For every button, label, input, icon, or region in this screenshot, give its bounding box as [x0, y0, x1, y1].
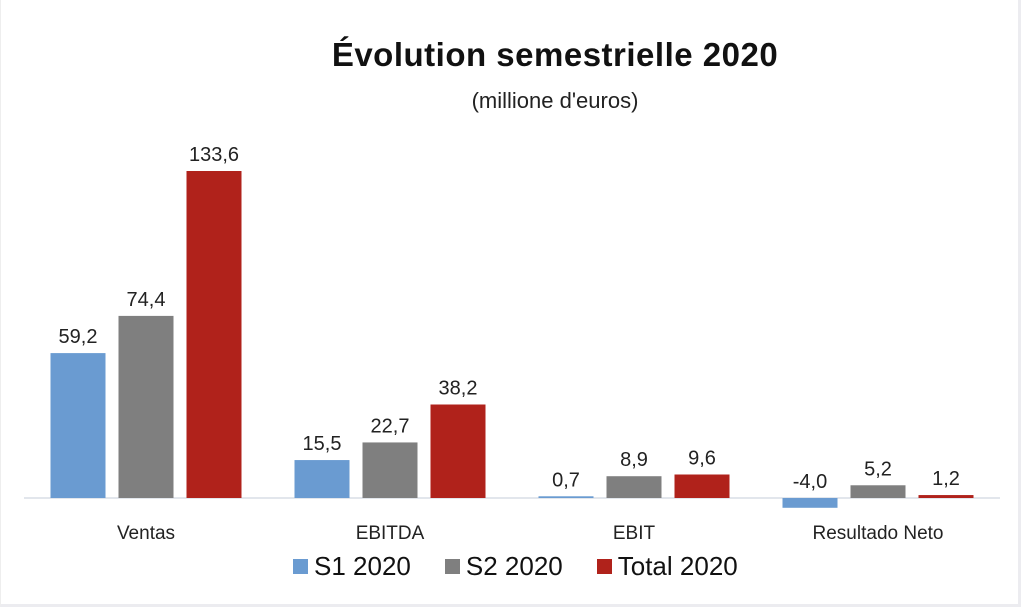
legend: S1 2020 S2 2020 Total 2020: [293, 551, 772, 582]
data-label: 133,6: [189, 144, 239, 166]
data-label: 9,6: [688, 448, 716, 470]
data-label: 0,7: [552, 469, 580, 491]
chart-title: Évolution semestrielle 2020: [331, 36, 779, 73]
bar-ebitda-total-2020: [430, 404, 486, 498]
bar-resultado-neto-s2-2020: [850, 485, 906, 498]
data-label: 59,2: [59, 326, 98, 348]
chart-subtitle: (millione d'euros): [471, 88, 639, 113]
bar-resultado-neto-s1-2020: [782, 498, 838, 508]
category-label: EBIT: [613, 523, 656, 544]
legend-label-s1: S1 2020: [314, 551, 411, 581]
legend-item-s1: S1 2020: [293, 551, 411, 582]
legend-swatch-s2: [444, 559, 460, 574]
data-label: 1,2: [932, 468, 960, 490]
data-label: -4,0: [793, 471, 827, 493]
bar-ebit-s2-2020: [606, 476, 662, 498]
bar-ebitda-s2-2020: [362, 442, 418, 498]
data-label: 38,2: [439, 378, 478, 400]
data-label: 15,5: [303, 433, 342, 455]
bar-ebit-total-2020: [674, 474, 730, 498]
legend-label-total: Total 2020: [617, 551, 738, 581]
data-label: 8,9: [620, 449, 648, 471]
data-label: 74,4: [127, 289, 166, 311]
bar-ebitda-s1-2020: [294, 460, 350, 498]
bar-ebit-s1-2020: [538, 496, 594, 498]
bar-resultado-neto-total-2020: [918, 495, 974, 498]
category-label: Ventas: [117, 523, 175, 544]
bar-ventas-s1-2020: [50, 353, 106, 498]
legend-swatch-s1: [293, 559, 308, 574]
bar-ventas-s2-2020: [118, 315, 174, 498]
data-label: 5,2: [864, 458, 892, 480]
category-label: EBITDA: [356, 523, 425, 544]
legend-swatch-total: [596, 559, 612, 574]
category-label: Resultado Neto: [813, 523, 944, 544]
data-label: 22,7: [371, 415, 410, 437]
legend-item-s2: S2 2020: [444, 551, 563, 582]
legend-label-s2: S2 2020: [465, 551, 563, 581]
legend-item-total: Total 2020: [596, 551, 738, 582]
bar-ventas-total-2020: [186, 171, 242, 498]
